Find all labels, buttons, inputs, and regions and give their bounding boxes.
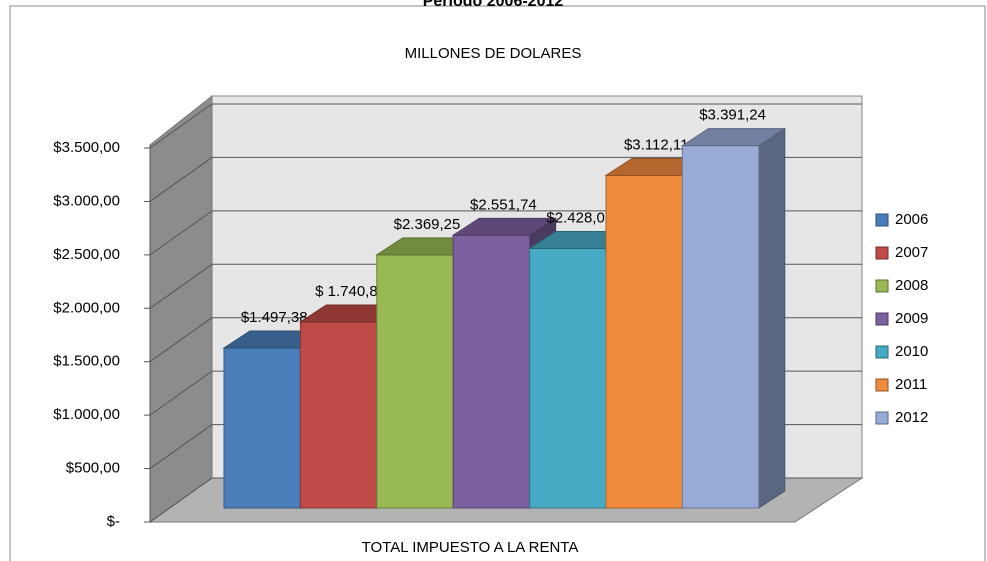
- chart-frame: [9, 5, 986, 561]
- grid-line: [149, 477, 213, 523]
- data-label: $ 1.740,85: [315, 283, 386, 300]
- y-tick-label: $-: [107, 513, 120, 530]
- legend-swatch: [875, 345, 889, 359]
- data-label: $3.391,24: [699, 107, 766, 124]
- bar: [452, 234, 531, 509]
- x-axis-label: TOTAL IMPUESTO A LA RENTA: [362, 539, 579, 556]
- legend-swatch: [875, 378, 889, 392]
- y-tick-label: $1.000,00: [53, 406, 120, 423]
- y-tick-label: $2.500,00: [53, 246, 120, 263]
- chart-subtitle: MILLONES DE DOLARES: [405, 45, 582, 62]
- legend-swatch: [875, 213, 889, 227]
- grid-line: [149, 370, 213, 416]
- y-tick-label: $1.500,00: [53, 353, 120, 370]
- legend-label: 2010: [895, 343, 928, 360]
- bar-top: [451, 217, 558, 236]
- bar: [529, 248, 607, 509]
- legend-label: 2007: [895, 244, 928, 261]
- bar: [605, 174, 683, 509]
- bar: [376, 254, 454, 509]
- y-tick-label: $2.000,00: [53, 299, 120, 316]
- data-label: $2.428,05: [546, 210, 613, 227]
- chart-title: Período 2006-2012: [423, 0, 564, 10]
- bar-top: [680, 128, 787, 147]
- legend-swatch: [875, 246, 889, 260]
- grid-line: [149, 103, 213, 149]
- legend-label: 2006: [895, 211, 928, 228]
- y-tick-label: $3.500,00: [53, 139, 120, 156]
- grid-line: [149, 424, 213, 469]
- data-label: $3.112,11: [624, 136, 689, 153]
- bar: [223, 347, 301, 509]
- legend-label: 2008: [895, 277, 928, 294]
- grid-line: [149, 210, 213, 256]
- legend-swatch: [875, 279, 889, 293]
- side-wall: [149, 94, 213, 523]
- legend-swatch: [875, 411, 889, 425]
- bar: [299, 321, 378, 509]
- y-tick-label: $500,00: [66, 460, 120, 477]
- data-label: $1.497,38: [241, 309, 308, 326]
- legend-label: 2012: [895, 409, 928, 426]
- legend-label: 2011: [895, 376, 927, 393]
- bar: [681, 145, 760, 509]
- grid-line: [149, 263, 213, 309]
- legend-label: 2009: [895, 310, 928, 327]
- data-label: $2.551,74: [470, 196, 537, 213]
- legend-swatch: [875, 312, 889, 326]
- bar-side: [758, 127, 786, 509]
- grid-line: [149, 157, 213, 202]
- data-label: $2.369,25: [394, 216, 461, 233]
- y-tick-label: $3.000,00: [53, 192, 120, 209]
- grid-line: [149, 317, 213, 363]
